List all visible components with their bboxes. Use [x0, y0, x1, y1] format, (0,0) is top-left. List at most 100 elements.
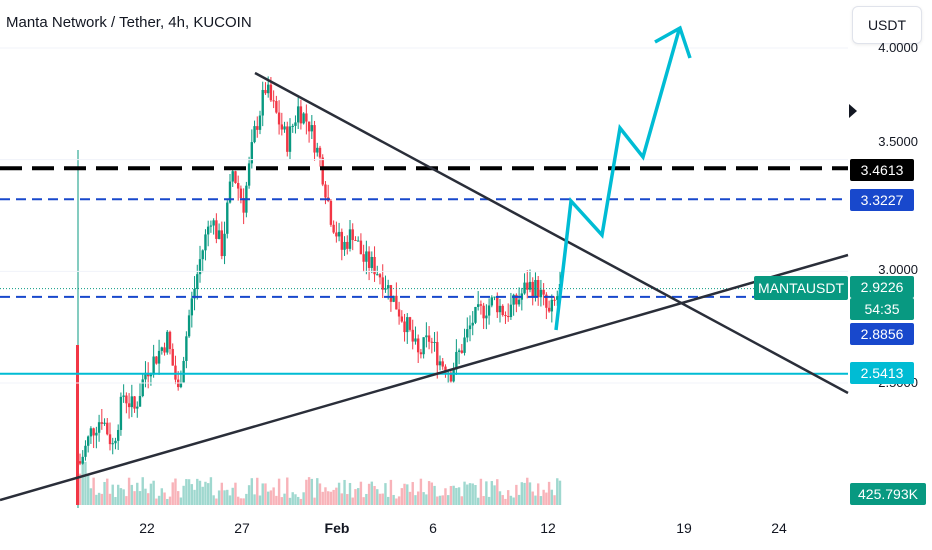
countdown-tag: 54:35 — [850, 298, 914, 320]
volume-bar — [307, 477, 311, 505]
candle-body — [206, 226, 210, 235]
candle-body — [487, 305, 491, 316]
candle-body — [389, 285, 393, 302]
volume-bar — [84, 461, 87, 505]
volume-bar — [436, 496, 439, 505]
candle-body — [536, 279, 540, 298]
volume-bar — [253, 494, 256, 505]
candle-body — [256, 126, 259, 130]
volume-bar — [264, 483, 267, 505]
volume-bar — [329, 491, 333, 505]
candle-body — [185, 336, 188, 361]
candle-body — [283, 126, 286, 130]
candle-body — [247, 163, 251, 186]
candle-body — [411, 329, 414, 342]
projection-arrow — [554, 29, 681, 331]
volume-bar — [130, 484, 134, 505]
candle-body — [316, 147, 319, 153]
candle-body — [171, 348, 174, 366]
candle-body — [152, 356, 155, 375]
candle-body — [457, 350, 461, 352]
volume-bar — [321, 491, 324, 505]
price-label-3-5: 3.5000 — [878, 134, 918, 149]
volume-bar — [168, 496, 172, 505]
volume-bar — [506, 490, 510, 505]
volume-bar — [547, 481, 551, 505]
candle-body — [471, 322, 474, 326]
volume-bar — [504, 498, 507, 505]
candle-body — [187, 315, 191, 337]
candle-body — [460, 350, 464, 353]
candle-body — [359, 240, 363, 255]
candle-body — [174, 365, 177, 380]
volume-bar — [217, 490, 221, 505]
volume-bar — [365, 493, 368, 505]
candle-body — [253, 126, 256, 143]
volume-bar — [340, 493, 344, 505]
candle-body — [468, 325, 472, 330]
volume-bar — [389, 479, 393, 505]
volume-bar — [166, 498, 169, 505]
candle-body — [228, 181, 232, 203]
candle-body — [354, 239, 357, 241]
candle-body — [133, 396, 136, 409]
volume-bar — [520, 482, 524, 505]
candle-body — [130, 396, 134, 408]
volume-bar — [269, 490, 273, 505]
candle-body — [452, 369, 455, 382]
candle-body — [392, 295, 395, 302]
candle-body — [119, 396, 123, 430]
blue-level-tag-2: 2.8856 — [850, 323, 914, 345]
candle-body — [367, 251, 371, 268]
candle-body — [136, 406, 139, 409]
candle-body — [449, 372, 453, 382]
volume-bar — [223, 490, 226, 505]
candle-body — [97, 422, 101, 433]
volume-bar — [176, 491, 180, 505]
volume-bar — [324, 487, 327, 505]
volume-bar — [455, 487, 458, 505]
volume-bar — [449, 486, 453, 505]
candle-body — [89, 428, 93, 437]
volume-bar — [556, 478, 559, 505]
volume-bar — [433, 485, 436, 505]
volume-bar — [160, 488, 164, 505]
volume-bar — [422, 492, 425, 505]
candle-body — [403, 321, 406, 333]
volume-bar — [187, 479, 191, 505]
candle-body — [498, 305, 502, 313]
candle-body — [433, 342, 436, 344]
descending-trendline — [254, 71, 849, 395]
volume-bar — [95, 494, 98, 505]
volume-bar — [457, 487, 461, 505]
scroll-right-icon[interactable] — [849, 104, 857, 118]
candle-body — [277, 112, 281, 125]
candle-body — [114, 440, 117, 444]
candle-body — [193, 289, 196, 299]
volume-bars — [78, 459, 562, 505]
candle-body — [455, 351, 458, 370]
candle-body — [78, 461, 82, 464]
volume-bar — [479, 478, 483, 505]
volume-bar — [356, 488, 360, 505]
volume-bar — [245, 493, 248, 505]
currency-selector-button[interactable]: USDT — [852, 6, 922, 44]
volume-bar — [496, 479, 499, 505]
volume-bar — [411, 482, 414, 505]
candle-body — [275, 101, 278, 113]
volume-bar — [299, 498, 303, 505]
candle-body — [280, 124, 284, 130]
volume-bar — [136, 482, 139, 505]
volume-bar — [403, 483, 406, 505]
volume-bar — [370, 481, 374, 505]
candle-body — [408, 317, 412, 330]
volume-bar — [144, 488, 147, 505]
volume-bar — [534, 495, 537, 505]
volume-bar — [247, 485, 251, 505]
volume-bar — [460, 496, 464, 505]
volume-bar — [288, 497, 292, 505]
candle-body — [242, 198, 245, 213]
candle-body — [335, 232, 338, 237]
volume-bar — [316, 478, 319, 505]
